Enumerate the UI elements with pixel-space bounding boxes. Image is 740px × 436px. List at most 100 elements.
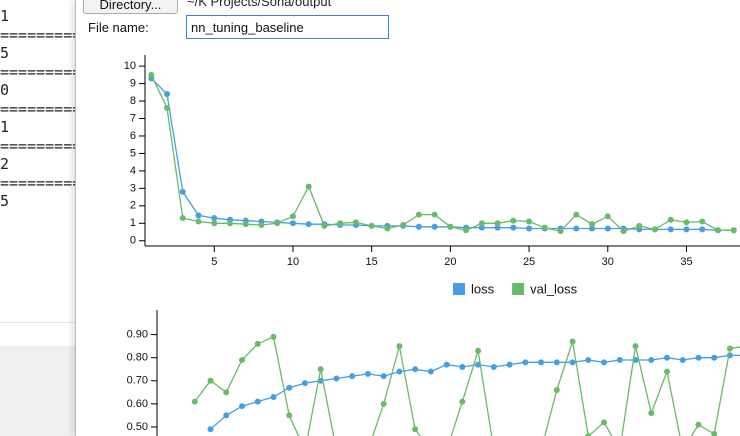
- data-point: [553, 359, 560, 366]
- data-point: [711, 354, 718, 361]
- log-line: ==========: [0, 25, 91, 44]
- y-tick-label: 0.80: [127, 352, 148, 364]
- series-line: [150, 74, 734, 232]
- data-point: [664, 368, 670, 375]
- data-point: [179, 188, 186, 195]
- plot-area: [191, 333, 740, 436]
- data-point: [333, 375, 340, 382]
- data-point: [683, 219, 690, 226]
- data-point: [714, 227, 721, 234]
- data-point: [667, 216, 674, 223]
- log-line: 1: [0, 7, 10, 25]
- legend-label: loss: [471, 281, 495, 296]
- data-point: [695, 354, 702, 361]
- data-point: [317, 366, 324, 373]
- data-point: [254, 398, 261, 405]
- data-point: [557, 228, 564, 235]
- data-point: [601, 419, 608, 426]
- data-point: [478, 224, 485, 231]
- y-tick-label: 6: [130, 130, 136, 142]
- directory-path: ~/K Projects/Sona/output: [187, 0, 332, 9]
- data-point: [352, 219, 359, 226]
- data-point: [364, 370, 371, 377]
- data-point: [207, 426, 214, 433]
- log-line: ==========: [0, 136, 91, 155]
- legend-label: val_loss: [530, 281, 577, 296]
- separator: [0, 322, 75, 323]
- data-point: [207, 377, 214, 384]
- y-tick-label: 0.90: [127, 329, 148, 341]
- y-tick-label: 9: [130, 77, 136, 89]
- data-point: [415, 211, 422, 218]
- y-tick-label: 10: [124, 60, 136, 72]
- data-point: [585, 357, 592, 364]
- data-point: [494, 220, 501, 227]
- plot-area: [148, 71, 737, 235]
- data-point: [459, 398, 466, 405]
- y-tick-label: 2: [130, 200, 136, 212]
- data-point: [191, 398, 198, 405]
- data-point: [459, 363, 466, 370]
- data-point: [286, 384, 293, 391]
- log-line: 2: [0, 155, 10, 173]
- data-point: [289, 213, 296, 220]
- data-point: [400, 222, 407, 229]
- data-point: [195, 212, 202, 219]
- data-point: [664, 354, 670, 361]
- data-point: [478, 220, 485, 227]
- data-point: [620, 228, 627, 235]
- y-tick-label: 8: [130, 95, 136, 107]
- save-dialog: Directory... ~/K Projects/Sona/output Fi…: [75, 0, 740, 436]
- log-line: ==========: [0, 173, 91, 192]
- directory-button[interactable]: Directory...: [83, 0, 178, 14]
- data-point: [730, 227, 737, 234]
- data-point: [396, 343, 403, 350]
- data-point: [148, 71, 155, 78]
- data-point: [667, 226, 674, 233]
- data-point: [699, 226, 706, 233]
- file-name-input[interactable]: nn_tuning_baseline: [186, 15, 389, 39]
- data-point: [270, 333, 277, 340]
- log-line: 5: [0, 192, 10, 210]
- data-point: [384, 225, 391, 232]
- data-point: [636, 222, 643, 229]
- data-point: [270, 393, 277, 400]
- y-tick-label: 0: [130, 235, 136, 247]
- data-point: [274, 220, 281, 227]
- data-point: [223, 389, 230, 396]
- data-point: [258, 222, 265, 229]
- log-line: 5: [0, 44, 10, 62]
- data-point: [589, 221, 596, 228]
- data-point: [601, 359, 608, 366]
- data-point: [541, 224, 548, 231]
- data-point: [412, 426, 419, 433]
- log-line: 1: [0, 118, 10, 136]
- data-point: [475, 347, 482, 354]
- data-point: [573, 211, 580, 218]
- data-point: [415, 223, 422, 230]
- data-point: [526, 225, 533, 232]
- data-point: [553, 387, 560, 394]
- file-name-label: File name:: [88, 20, 149, 35]
- data-point: [648, 357, 655, 364]
- data-point: [239, 403, 245, 410]
- data-point: [227, 220, 233, 227]
- data-point: [349, 373, 356, 380]
- data-point: [211, 215, 218, 222]
- data-point: [305, 221, 312, 228]
- data-point: [604, 225, 611, 232]
- data-point: [726, 345, 733, 352]
- data-point: [510, 224, 517, 231]
- data-point: [447, 223, 454, 230]
- data-point: [412, 366, 419, 373]
- data-point: [616, 357, 623, 364]
- data-point: [164, 91, 171, 98]
- data-point: [242, 221, 249, 228]
- data-point: [526, 218, 533, 225]
- log-line: 0: [0, 81, 10, 99]
- data-point: [538, 359, 545, 366]
- y-tick-label: 0.70: [127, 375, 148, 387]
- legend-swatch: [512, 283, 525, 295]
- x-tick-label: 35: [680, 256, 692, 268]
